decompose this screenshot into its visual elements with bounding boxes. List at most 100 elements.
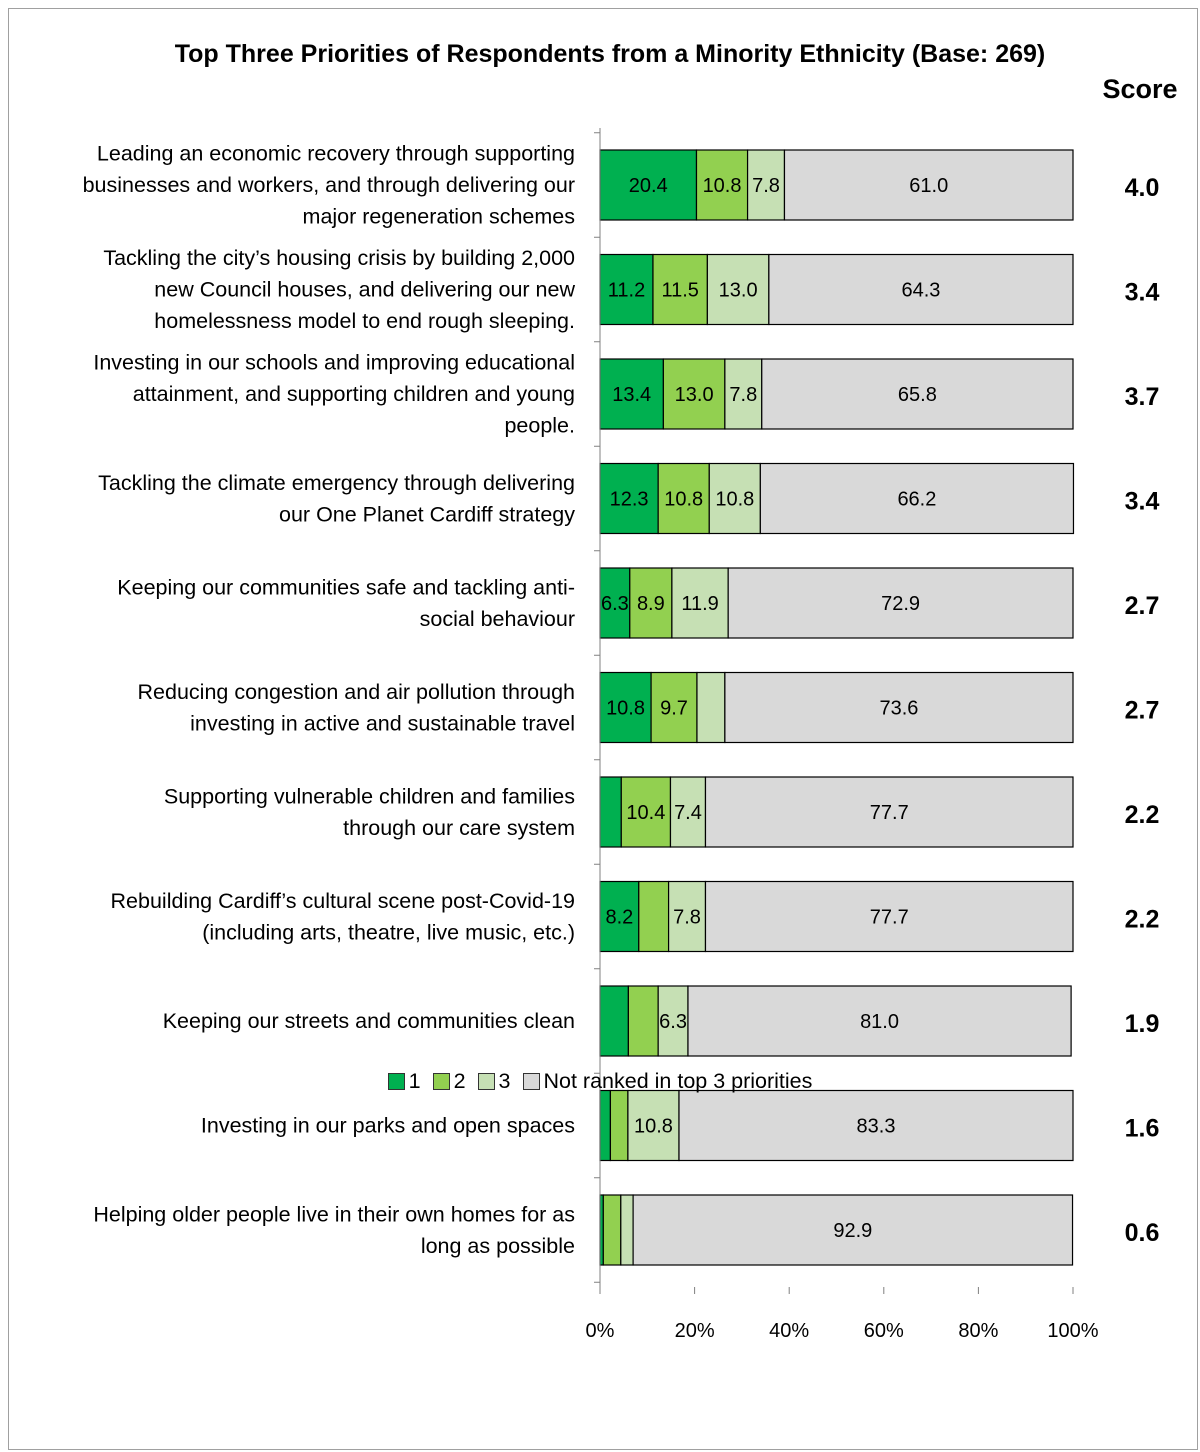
- bar-segment-1: [599, 567, 631, 639]
- data-label: 64.3: [901, 280, 940, 302]
- score-value: 1.9: [1125, 1010, 1160, 1038]
- bar-segment-4: [759, 462, 1075, 535]
- score-column-header: Score: [1102, 74, 1178, 104]
- data-label: 10.4: [626, 802, 665, 824]
- category-label: Reducing congestion and air pollution th…: [138, 680, 575, 736]
- score-value: 3.4: [1125, 488, 1160, 516]
- bar-segment-2: [602, 1194, 622, 1266]
- bar-segment-2: [662, 358, 726, 430]
- bar-segment-1: [599, 358, 664, 430]
- data-label: 7.8: [729, 384, 757, 406]
- bar-segment-1: [599, 253, 654, 326]
- legend-label: Not ranked in top 3 priorities: [543, 1068, 813, 1093]
- data-label: 9.7: [660, 698, 688, 720]
- bar-segment-3: [746, 149, 786, 221]
- data-label: 10.8: [715, 489, 754, 511]
- score-value: 4.0: [1125, 174, 1160, 202]
- category-label: Leading an economic recovery through sup…: [83, 142, 575, 229]
- data-label: 92.9: [833, 1220, 872, 1242]
- data-label: 10.8: [664, 489, 703, 511]
- category-label: Keeping our streets and communities clea…: [163, 1009, 575, 1033]
- data-label: 6.3: [601, 593, 629, 615]
- category-label: Supporting vulnerable children and famil…: [164, 784, 575, 840]
- bar-segment-4: [724, 671, 1074, 744]
- legend-item-1: 1: [387, 1068, 421, 1094]
- data-label: 66.2: [897, 489, 936, 511]
- legend-item-4: Not ranked in top 3 priorities: [522, 1068, 813, 1094]
- data-label: 11.9: [681, 593, 718, 615]
- data-label: 7.8: [673, 907, 701, 929]
- bar-segment-2: [650, 671, 698, 744]
- bar-segment-3: [706, 253, 770, 326]
- bar-segment-3: [627, 1089, 680, 1162]
- category-label: Tackling the city’s housing crisis by bu…: [103, 246, 575, 333]
- bar-segment-2: [657, 462, 710, 535]
- data-label: 81.0: [860, 1011, 899, 1033]
- score-value: 2.7: [1125, 697, 1160, 725]
- bar-segment-4: [687, 985, 1072, 1057]
- legend-label: 1: [408, 1068, 421, 1093]
- category-label: Tackling the climate emergency through d…: [98, 471, 575, 527]
- data-label: 7.4: [674, 802, 702, 824]
- bar-segment-3: [620, 1194, 634, 1266]
- x-tick-label: 20%: [675, 1320, 715, 1342]
- data-label: 6.3: [659, 1011, 687, 1033]
- category-label: Investing in our parks and open spaces: [201, 1114, 575, 1138]
- bar-segment-3: [708, 462, 761, 535]
- bar-segment-4: [727, 567, 1074, 639]
- bar-segment-2: [695, 149, 749, 221]
- bar-segment-1: [599, 149, 698, 221]
- bar-segment-2: [609, 1089, 629, 1162]
- data-label: 10.8: [634, 1116, 673, 1138]
- bar-segment-2: [627, 985, 659, 1057]
- x-tick-label: 40%: [769, 1320, 809, 1342]
- legend-label: 3: [498, 1068, 511, 1093]
- bar-segment-2: [629, 567, 673, 639]
- legend: 1 2 3 Not ranked in top 3 priorities: [0, 1068, 1200, 1094]
- category-label: Investing in our schools and improving e…: [93, 351, 575, 438]
- data-label: 10.8: [703, 175, 742, 197]
- legend-swatch: [387, 1072, 405, 1090]
- data-label: 77.7: [870, 907, 909, 929]
- bar-segment-4: [704, 776, 1074, 848]
- data-label: 13.0: [719, 280, 758, 302]
- bar-segment-4: [632, 1194, 1074, 1266]
- score-value: 1.6: [1125, 1115, 1160, 1143]
- bar-segment-2: [638, 880, 670, 953]
- data-label: 73.6: [879, 698, 918, 720]
- bar-segment-4: [704, 880, 1074, 953]
- legend-item-2: 2: [432, 1069, 466, 1094]
- bar-segment-1: [599, 1089, 612, 1162]
- bar-segment-1: [599, 776, 622, 848]
- chart-title: Top Three Priorities of Respondents from…: [174, 40, 1046, 68]
- data-label: 83.3: [857, 1116, 896, 1138]
- legend-item-3: 3: [477, 1068, 511, 1094]
- bar-segment-4: [768, 253, 1074, 326]
- bar-segment-1: [599, 985, 629, 1057]
- data-label: 8.2: [605, 907, 633, 929]
- category-label: Keeping our communities safe and tacklin…: [117, 575, 575, 631]
- bar-segment-2: [652, 253, 708, 326]
- score-value: 0.6: [1125, 1219, 1160, 1247]
- bar-segment-3: [696, 671, 726, 744]
- score-value: 2.7: [1125, 592, 1160, 620]
- data-label: 11.5: [661, 280, 698, 302]
- data-label: 11.2: [608, 280, 645, 302]
- data-label: 61.0: [909, 175, 948, 197]
- score-value: 3.7: [1125, 383, 1160, 411]
- bar-segment-3: [669, 776, 707, 848]
- chart-frame: [8, 8, 1198, 1450]
- score-value: 3.4: [1125, 279, 1160, 307]
- bar-segment-4: [678, 1089, 1074, 1162]
- data-label: 13.4: [612, 384, 651, 406]
- x-tick-label: 100%: [1047, 1320, 1098, 1342]
- legend-swatch: [432, 1072, 450, 1090]
- legend-swatch: [477, 1072, 495, 1090]
- data-label: 13.0: [675, 384, 714, 406]
- x-tick-label: 80%: [958, 1320, 998, 1342]
- x-tick-label: 60%: [864, 1320, 904, 1342]
- bar-segment-2: [620, 776, 672, 848]
- bar-segment-4: [783, 149, 1074, 221]
- bar-segment-4: [761, 358, 1074, 430]
